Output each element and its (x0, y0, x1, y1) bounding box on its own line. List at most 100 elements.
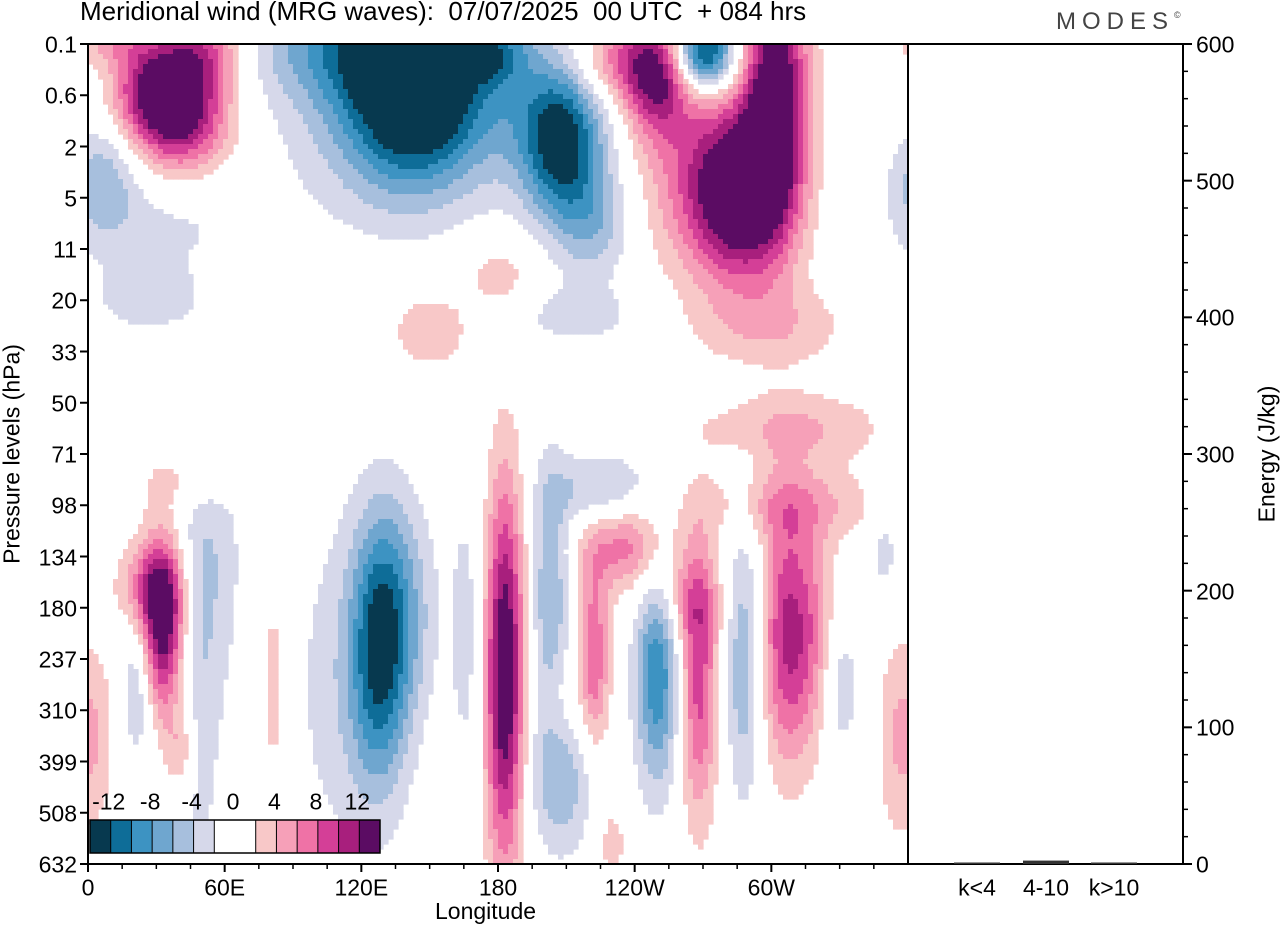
heatmap-cell (143, 44, 149, 50)
heatmap-cell (293, 64, 299, 70)
heatmap-cell (488, 59, 494, 65)
heatmap-cell (583, 144, 589, 150)
heatmap-cell (798, 59, 804, 65)
heatmap-cell (513, 64, 519, 70)
heatmap-cell (388, 234, 394, 240)
heatmap-cell (738, 189, 744, 195)
heatmap-cell (228, 74, 234, 80)
heatmap-cell (318, 99, 324, 105)
heatmap-cell (308, 64, 314, 70)
heatmap-cell (273, 99, 279, 105)
heatmap-cell (388, 179, 394, 185)
heatmap-cell (778, 159, 784, 165)
heatmap-cell (323, 139, 329, 145)
heatmap-cell (668, 219, 674, 225)
heatmap-cell (703, 114, 709, 120)
heatmap-cell (393, 64, 399, 70)
heatmap-cell (903, 49, 909, 55)
heatmap-cell (783, 49, 789, 55)
heatmap-cell (133, 239, 139, 245)
heatmap-cell (648, 139, 654, 145)
heatmap-cell (338, 189, 344, 195)
heatmap-cell (448, 164, 454, 170)
heatmap-cell (403, 69, 409, 75)
heatmap-cell (793, 84, 799, 90)
heatmap-cell (748, 229, 754, 235)
heatmap-cell (438, 84, 444, 90)
heatmap-cell (208, 44, 214, 50)
heatmap-cell (653, 99, 659, 105)
heatmap-cell (723, 224, 729, 230)
heatmap-cell (503, 54, 509, 60)
heatmap-cell (233, 54, 239, 60)
heatmap-cell (788, 239, 794, 245)
heatmap-cell (728, 99, 734, 105)
heatmap-cell (733, 134, 739, 140)
heatmap-cell (473, 94, 479, 100)
heatmap-cell (193, 239, 199, 245)
heatmap-cell (763, 119, 769, 125)
heatmap-cell (368, 199, 374, 205)
heatmap-cell (773, 159, 779, 165)
heatmap-cell (618, 84, 624, 90)
heatmap-cell (363, 224, 369, 230)
heatmap-cell (153, 149, 159, 155)
heatmap-cell (773, 179, 779, 185)
heatmap-cell (218, 74, 224, 80)
heatmap-cell (693, 114, 699, 120)
heatmap-cell (478, 144, 484, 150)
heatmap-cell (518, 184, 524, 190)
heatmap-cell (153, 114, 159, 120)
heatmap-cell (563, 164, 569, 170)
heatmap-cell (503, 159, 509, 165)
heatmap-cell (568, 79, 574, 85)
heatmap-cell (183, 169, 189, 175)
heatmap-cell (93, 184, 99, 190)
heatmap-cell (458, 164, 464, 170)
heatmap-cell (788, 69, 794, 75)
heatmap-cell (613, 69, 619, 75)
heatmap-cell (323, 64, 329, 70)
heatmap-cell (463, 104, 469, 110)
heatmap-cell (113, 189, 119, 195)
heatmap-cell (423, 89, 429, 95)
heatmap-cell (528, 139, 534, 145)
heatmap-cell (708, 44, 714, 50)
heatmap-cell (388, 219, 394, 225)
heatmap-cell (803, 184, 809, 190)
heatmap-cell (483, 189, 489, 195)
heatmap-cell (818, 179, 824, 185)
heatmap-cell (383, 44, 389, 50)
heatmap-cell (383, 114, 389, 120)
heatmap-cell (408, 114, 414, 120)
heatmap-cell (653, 169, 659, 175)
heatmap-cell (383, 64, 389, 70)
heatmap-cell (368, 59, 374, 65)
heatmap-cell (133, 234, 139, 240)
heatmap-cell (363, 159, 369, 165)
heatmap-cell (198, 64, 204, 70)
heatmap-cell (308, 79, 314, 85)
heatmap-cell (363, 49, 369, 55)
heatmap-cell (288, 74, 294, 80)
heatmap-cell (768, 124, 774, 130)
heatmap-cell (443, 44, 449, 50)
heatmap-cell (303, 179, 309, 185)
heatmap-cell (743, 204, 749, 210)
heatmap-cell (178, 44, 184, 50)
heatmap-cell (753, 119, 759, 125)
heatmap-cell (288, 44, 294, 50)
heatmap-cell (673, 94, 679, 100)
heatmap-cell (483, 59, 489, 65)
heatmap-cell (203, 49, 209, 55)
heatmap-cell (528, 184, 534, 190)
heatmap-cell (618, 69, 624, 75)
heatmap-cell (368, 49, 374, 55)
heatmap-cell (153, 139, 159, 145)
heatmap-cell (713, 199, 719, 205)
heatmap-cell (453, 69, 459, 75)
heatmap-cell (323, 114, 329, 120)
heatmap-cell (663, 69, 669, 75)
heatmap-cell (523, 174, 529, 180)
heatmap-cell (498, 139, 504, 145)
